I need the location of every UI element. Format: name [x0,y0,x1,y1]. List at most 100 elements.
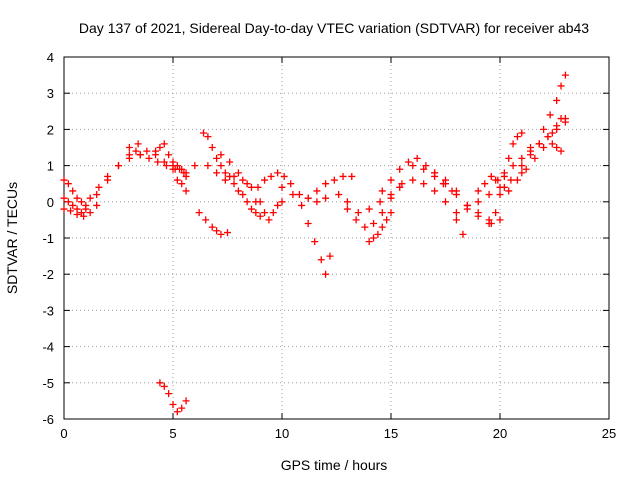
data-point [278,198,286,206]
chart-title: Day 137 of 2021, Sidereal Day-to-day VTE… [79,20,589,36]
data-point [452,209,460,217]
data-point [304,220,312,228]
data-point [93,191,101,199]
data-point [169,401,177,409]
data-point [265,216,273,224]
data-point [518,129,526,137]
data-point [217,230,225,238]
data-point [398,180,406,188]
data-point [221,176,229,184]
data-point [496,216,504,224]
data-point [204,133,212,141]
data-point [243,180,251,188]
data-point [374,230,382,238]
data-point [226,158,234,166]
data-point [230,172,238,180]
data-point [409,162,417,170]
data-point [548,129,556,137]
series-arc-ab [505,115,565,195]
data-point [492,209,500,217]
y-tick-label: -1 [42,231,54,246]
x-tick-label: 10 [275,426,289,441]
data-point [322,270,330,278]
data-point [339,172,347,180]
data-point [239,191,247,199]
data-point [376,198,384,206]
series-arc-p [304,172,356,202]
data-point [73,194,81,202]
series-arc-ag [156,379,190,416]
data-point [326,252,334,260]
data-point [278,183,286,191]
grid-lines [64,57,609,419]
data-point [60,176,68,184]
data-point [557,147,565,155]
y-tick-label: -5 [42,376,54,391]
data-point [396,183,404,191]
data-point [234,187,242,195]
data-point [343,198,351,206]
data-point [348,172,356,180]
data-point [64,198,72,206]
series-arc-q [335,183,404,231]
data-point [322,194,330,202]
data-point [474,187,482,195]
data-point [474,198,482,206]
series-arc-h [200,129,247,199]
data-point [195,209,203,217]
data-point [93,201,101,209]
data-point [80,212,88,220]
series-arc-n [256,198,286,224]
data-point [387,176,395,184]
data-point [182,169,190,177]
series-arc-x [452,169,526,217]
data-point [452,216,460,224]
data-point [295,191,303,199]
data-point [513,133,521,141]
data-point [152,147,160,155]
data-point [239,176,247,184]
data-point [463,205,471,213]
data-point [561,71,569,79]
data-point [487,220,495,228]
data-point [496,191,504,199]
data-point [452,187,460,195]
data-point [409,176,417,184]
data-point [383,216,391,224]
data-point [173,162,181,170]
data-point [420,180,428,188]
series-arc-z [487,129,526,228]
data-point [298,201,306,209]
data-point [217,162,225,170]
data-point [160,382,168,390]
data-point [492,176,500,184]
data-point [518,169,526,177]
series-arc-af [548,140,565,155]
data-point [86,209,94,217]
data-point [540,144,548,151]
data-point [500,183,508,191]
data-point [459,230,467,238]
y-tick-label: 4 [47,50,54,65]
data-point [69,201,77,209]
data-point [208,223,216,231]
data-point [287,180,295,188]
data-point [335,191,343,199]
data-point [134,140,142,148]
data-point [178,404,186,412]
series-arc-i [202,216,231,238]
data-point [365,238,373,246]
data-point [553,122,561,130]
data-point [132,147,140,155]
data-point [178,165,186,173]
y-tick-label: -2 [42,267,54,282]
data-point [313,187,321,195]
data-point [221,169,229,177]
data-point [387,191,395,199]
data-point [69,187,77,195]
data-points [60,71,569,416]
series-arc-u [398,176,467,238]
data-point [204,162,212,170]
